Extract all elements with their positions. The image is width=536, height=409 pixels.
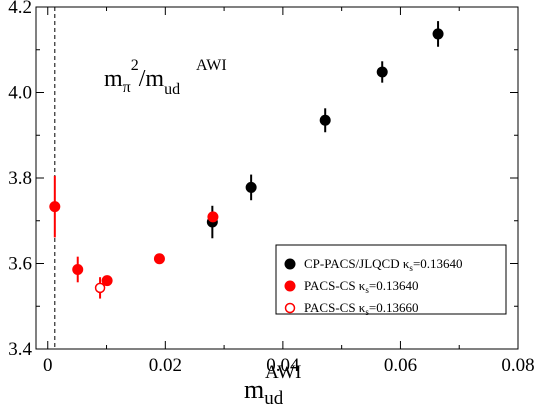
- data-point-series-2: [49, 201, 61, 213]
- data-point-series-2: [72, 263, 84, 275]
- legend-marker: [284, 258, 296, 270]
- legend: CP-PACS/JLQCD κs=0.13640 PACS-CS κs=0.136…: [275, 244, 507, 317]
- data-point-series-2: [207, 211, 219, 223]
- y-tick-label: 3.6: [8, 254, 32, 275]
- data-point-series-1: [245, 181, 257, 193]
- annotation-m: m: [104, 66, 123, 92]
- legend-box: [275, 244, 507, 315]
- data-marks: [49, 21, 444, 299]
- annotation-slash: /m: [139, 66, 165, 92]
- annotation-label: mπ2/mud AWI: [104, 57, 227, 98]
- x-tick-label: 0: [43, 355, 53, 376]
- y-tick-label: 3.8: [8, 168, 32, 189]
- data-point-series-1: [319, 114, 331, 126]
- x-axis-label-sup: AWI: [265, 362, 301, 383]
- data-point-series-1: [376, 66, 388, 78]
- x-axis-label-sub: ud: [264, 388, 284, 409]
- data-point-series-2: [101, 275, 113, 287]
- legend-marker: [284, 280, 296, 292]
- annotation-sup: AWI: [196, 57, 227, 74]
- legend-label: CP-PACS/JLQCD κs=0.13640: [304, 256, 463, 273]
- x-tick-label: 0.04: [266, 355, 300, 376]
- x-tick-label: 0.08: [501, 355, 534, 376]
- data-point-series-1: [432, 28, 444, 40]
- annotation-exp: 2: [131, 57, 139, 74]
- y-tick-label: 3.4: [8, 339, 32, 360]
- annotation-sub: ud: [164, 81, 180, 98]
- data-point-series-3: [94, 282, 106, 294]
- y-ticks: 3.4 3.6 3.8 4.0 4.2: [8, 0, 518, 360]
- data-point-series-2: [153, 253, 165, 265]
- x-axis-label: mud AWI: [244, 362, 301, 409]
- x-tick-label: 0.06: [384, 355, 417, 376]
- x-ticks: 0 0.02 0.04 0.06 0.08: [43, 7, 535, 376]
- legend-marker: [284, 302, 296, 314]
- y-tick-label: 4.0: [8, 83, 32, 104]
- y-tick-label: 4.2: [8, 0, 32, 18]
- x-tick-label: 0.02: [149, 355, 182, 376]
- legend-label: PACS-CS κs=0.13640: [304, 278, 418, 295]
- annotation-pi: π: [123, 79, 131, 96]
- x-axis-label-main: m: [244, 375, 264, 404]
- legend-label: PACS-CS κs=0.13660: [304, 300, 418, 317]
